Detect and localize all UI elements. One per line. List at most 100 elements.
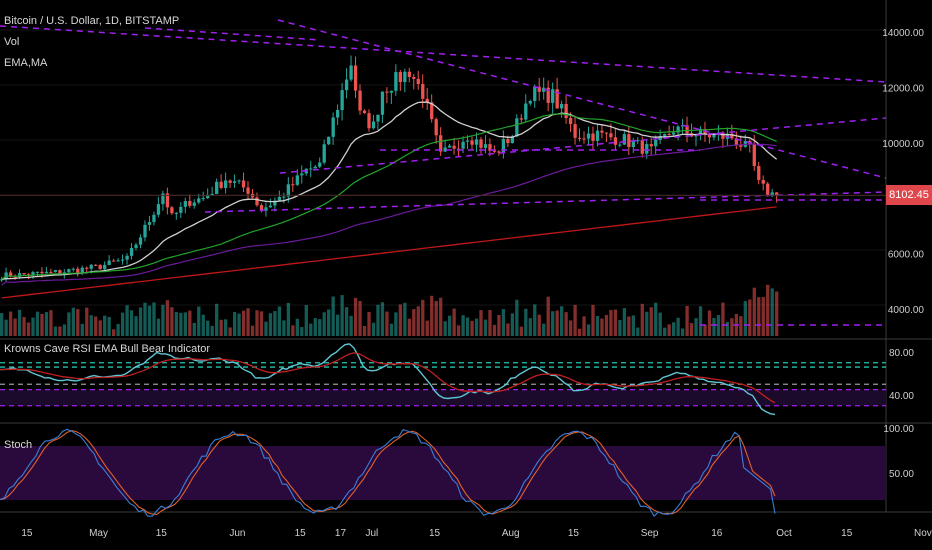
candle (165, 193, 170, 208)
candle (98, 265, 102, 270)
candle (215, 181, 219, 194)
volume-bar (120, 312, 125, 336)
candle (170, 207, 174, 214)
price-axis-tick: 10000.00 (882, 139, 924, 150)
candle (640, 140, 644, 154)
candle (524, 103, 528, 120)
candle (255, 197, 259, 206)
volume-bar (340, 295, 344, 336)
volume-bar (170, 307, 174, 336)
volume-bar (322, 312, 326, 336)
volume-bar (448, 315, 452, 336)
volume-bar (631, 315, 635, 336)
volume-bar (201, 314, 205, 336)
volume-bar (62, 324, 67, 336)
volume-bar (336, 314, 340, 336)
volume-bar (282, 320, 286, 336)
candle (273, 200, 277, 206)
volume-bar (716, 315, 721, 336)
volume-bar (138, 307, 143, 336)
volume-bar (739, 316, 743, 336)
candle (277, 196, 282, 201)
volume-bar (680, 328, 685, 336)
candle (76, 268, 80, 274)
candle (0, 279, 4, 281)
volume-bar (595, 315, 600, 336)
volume-bar (362, 326, 367, 336)
volume-bar (291, 325, 295, 336)
volume-bar (730, 318, 734, 336)
candle (161, 193, 165, 205)
candle (757, 166, 761, 180)
candle (22, 273, 26, 275)
volume-bar (277, 306, 282, 336)
candle (667, 134, 671, 136)
candle (49, 271, 53, 273)
volume-bar (439, 297, 443, 336)
candle (219, 181, 223, 188)
candle (44, 271, 49, 274)
candle (631, 141, 635, 148)
volume-bar (600, 318, 604, 336)
candle (528, 101, 532, 104)
candle (116, 260, 120, 262)
candle (138, 237, 143, 245)
volume-bar (264, 321, 268, 336)
volume-bar (174, 312, 179, 336)
volume-bar (89, 315, 93, 336)
volume-bar (241, 310, 246, 336)
candle (371, 121, 376, 129)
volume-bar (416, 306, 420, 336)
candle (197, 198, 201, 203)
candle (560, 103, 564, 109)
volume-bar (770, 288, 774, 336)
trendline (279, 117, 887, 174)
volume-bar (676, 317, 680, 336)
candle (739, 144, 743, 147)
price-axis-tick: 14000.00 (882, 28, 924, 39)
volume-bar (103, 315, 107, 336)
candle (300, 173, 304, 176)
volume-bar (35, 311, 40, 336)
x-axis-tick: 15 (156, 528, 168, 539)
volume-bar (17, 309, 22, 336)
candle (568, 117, 573, 125)
volume-bar (658, 312, 662, 336)
rsi-ema-line (0, 352, 776, 404)
candle (752, 144, 756, 167)
volume-bar (349, 315, 353, 336)
candle (577, 137, 582, 139)
candle (474, 139, 479, 145)
candle (62, 272, 67, 274)
candle (663, 134, 667, 136)
volume-bar (44, 312, 49, 336)
ma50-line (1, 113, 777, 280)
volume-bar (394, 312, 398, 336)
trendline (204, 191, 887, 213)
trendline (144, 27, 321, 41)
volume-bar (407, 318, 411, 336)
volume-bar (331, 296, 335, 336)
candle (564, 103, 568, 118)
candle (156, 204, 161, 215)
volume-bar (85, 307, 89, 336)
volume-bar (667, 324, 671, 336)
chart-title: Bitcoin / U.S. Dollar, 1D, BITSTAMP (4, 15, 180, 27)
volume-bar (609, 310, 613, 336)
stoch-d-line (0, 430, 776, 515)
candle (134, 244, 138, 248)
volume-bar (757, 297, 761, 336)
volume-bar (497, 314, 501, 336)
candle (183, 201, 187, 207)
volume-bar (551, 311, 555, 336)
candle (412, 76, 416, 79)
candle (309, 168, 313, 170)
candle (627, 134, 631, 148)
volume-bar (353, 297, 358, 336)
volume-bars (0, 284, 779, 336)
x-axis-tick: Aug (502, 528, 520, 539)
volume-bar (766, 284, 770, 336)
candle (416, 78, 420, 85)
